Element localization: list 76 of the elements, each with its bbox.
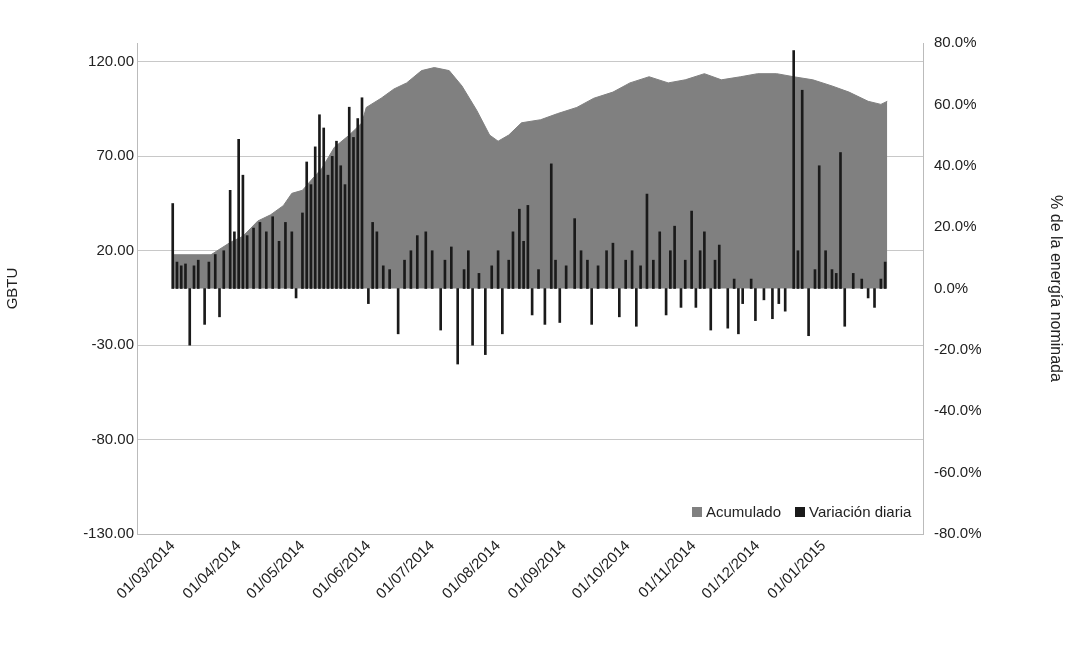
bar	[673, 225, 676, 289]
y2-tick-label: -80.0%	[934, 524, 982, 542]
y2-tick-label: 60.0%	[934, 94, 977, 112]
bar	[624, 259, 628, 289]
bar	[347, 106, 351, 289]
bar	[754, 288, 757, 321]
y2-tick-label: 40.0%	[934, 155, 977, 173]
bar	[430, 250, 434, 289]
bar	[179, 265, 183, 289]
bar	[518, 208, 521, 289]
bar	[683, 259, 687, 289]
bar	[237, 138, 240, 289]
y-tick-label: -130.00	[83, 524, 134, 542]
bar	[449, 246, 453, 289]
bar	[537, 269, 540, 289]
y-tick-label: -30.00	[91, 335, 134, 353]
bar	[271, 216, 275, 289]
bar	[690, 210, 693, 289]
bar	[800, 89, 804, 289]
legend-label: Acumulado	[706, 503, 782, 520]
bar	[196, 259, 200, 289]
bar	[252, 227, 255, 289]
bar	[490, 265, 494, 289]
y2-tick-label: 20.0%	[934, 217, 977, 235]
bar	[284, 222, 287, 289]
bar	[807, 288, 810, 337]
y-tick-label: 70.00	[96, 146, 134, 164]
bar	[549, 163, 553, 289]
bar	[171, 203, 175, 289]
bar	[203, 288, 206, 325]
y2-tick-label: 0.0%	[934, 278, 969, 296]
bar	[264, 231, 268, 289]
y2-tick-label: -40.0%	[934, 401, 982, 419]
bar	[573, 218, 576, 289]
bar	[507, 259, 511, 289]
bar	[290, 231, 294, 289]
bar	[456, 288, 460, 365]
bar	[415, 235, 419, 289]
bar	[335, 140, 338, 289]
bar	[381, 265, 385, 289]
y2-tick-label: -60.0%	[934, 462, 982, 480]
bar	[356, 118, 360, 289]
bar	[726, 288, 730, 329]
bar	[777, 288, 781, 304]
y2-tick-label: 80.0%	[934, 33, 977, 51]
bar	[388, 269, 391, 289]
bar	[439, 288, 443, 331]
bar	[737, 288, 740, 335]
bar	[709, 288, 713, 331]
bar	[860, 278, 864, 289]
y-tick-label: 120.00	[88, 52, 134, 70]
bar	[817, 165, 821, 289]
bar	[703, 231, 706, 289]
y2-axis-title: % de la energía nominada	[1047, 195, 1065, 382]
y2-tick-label: -20.0%	[934, 340, 982, 358]
bar	[652, 259, 655, 289]
y-tick-label: -80.00	[91, 429, 134, 447]
bar	[403, 259, 406, 289]
bar	[424, 231, 428, 289]
bar	[851, 273, 855, 289]
bar	[501, 288, 504, 335]
bar	[792, 50, 796, 289]
bar	[658, 231, 662, 289]
bar	[605, 250, 608, 289]
bar	[717, 244, 721, 289]
bar	[617, 288, 621, 318]
y-tick-label: 20.00	[96, 240, 134, 258]
bar	[771, 288, 774, 320]
legend-label: Variación diaria	[809, 503, 912, 520]
bar	[824, 250, 827, 289]
bar	[318, 114, 321, 289]
bar	[873, 288, 876, 308]
bar	[305, 161, 309, 289]
bar	[783, 288, 787, 312]
bar	[484, 288, 487, 355]
y-axis-title: GBTU	[3, 267, 21, 310]
